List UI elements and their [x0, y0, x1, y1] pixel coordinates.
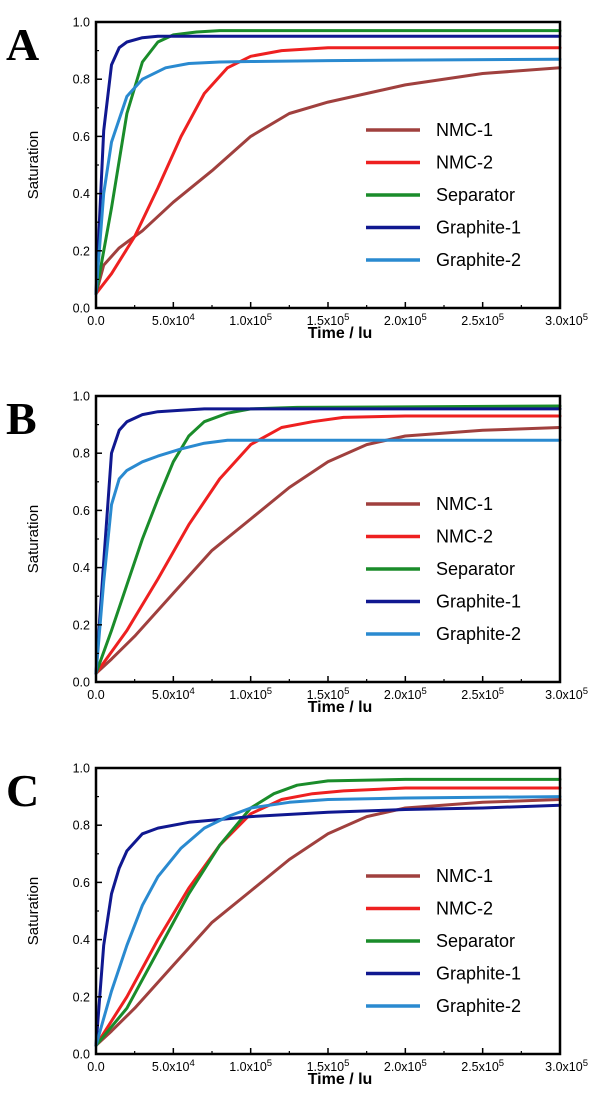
legend-label: Separator: [436, 931, 515, 951]
x-tick-label: 2.5x105: [461, 1058, 504, 1074]
y-tick-label: 0.0: [73, 676, 90, 690]
series-line-nmc-1: [94, 66, 562, 296]
series-line-graphite-1: [94, 803, 562, 1047]
x-tick-label: 2.0x105: [384, 686, 427, 702]
legend-label: NMC-1: [436, 866, 493, 886]
legend-label: Graphite-2: [436, 624, 521, 644]
legend-label: Graphite-2: [436, 996, 521, 1016]
y-tick-label: 0.6: [73, 876, 90, 890]
y-axis-label: Saturation: [25, 877, 42, 945]
chart-panel-a: 0.0 0.2 0.4 0.6 0.8 1.0 0.0 5.0x104 1.0x105 1.5x1…: [6, 16, 588, 343]
legend-label: Separator: [436, 185, 515, 205]
y-tick-label: 1.0: [73, 762, 90, 776]
y-tick-label: 1.0: [73, 16, 90, 30]
panel-label: B: [6, 393, 37, 444]
y-tick-label: 1.0: [73, 390, 90, 404]
x-tick-label: 1.0x105: [229, 1058, 272, 1074]
x-tick-label: 3.0x105: [545, 312, 588, 328]
series-line-nmc-2: [94, 786, 562, 1047]
legend-label: NMC-2: [436, 153, 493, 173]
y-axis-label: Saturation: [25, 505, 42, 573]
legend-label: Graphite-1: [436, 592, 521, 612]
series-line-graphite-1: [94, 34, 562, 296]
x-tick-label: 0.0: [87, 1060, 104, 1074]
chart-panel-c: 0.0 0.2 0.4 0.6 0.8 1.0 0.0 5.0x104 1.0x105 1.5x1…: [6, 762, 588, 1089]
series-line-graphite-2: [94, 438, 562, 675]
x-tick-label: 0.0: [87, 314, 104, 328]
x-tick-label: 0.0: [87, 688, 104, 702]
series-line-graphite-2: [94, 795, 562, 1047]
x-tick-label: 1.5x105: [307, 686, 350, 702]
y-tick-label: 0.8: [73, 73, 90, 87]
y-tick-label: 0.4: [73, 933, 90, 947]
y-tick-label: 0.8: [73, 819, 90, 833]
series-line-graphite-2: [94, 57, 562, 296]
legend-label: Separator: [436, 559, 515, 579]
x-tick-label: 5.0x104: [152, 312, 195, 328]
panel-label: A: [6, 19, 39, 70]
x-tick-label: 5.0x104: [152, 1058, 195, 1074]
x-tick-label: 2.0x105: [384, 1058, 427, 1074]
y-tick-label: 0.6: [73, 130, 90, 144]
legend-label: NMC-1: [436, 120, 493, 140]
series-line-graphite-1: [94, 407, 562, 675]
x-axis-label: Time / lu: [308, 325, 373, 342]
y-tick-label: 0.4: [73, 187, 90, 201]
legend-label: NMC-2: [436, 527, 493, 547]
x-tick-label: 2.5x105: [461, 686, 504, 702]
y-tick-label: 0.0: [73, 1048, 90, 1062]
x-tick-label: 3.0x105: [545, 1058, 588, 1074]
legend-label: NMC-2: [436, 899, 493, 919]
chart-panel-b: 0.0 0.2 0.4 0.6 0.8 1.0 0.0 5.0x104 1.0x105 1.5x1…: [6, 390, 588, 717]
x-tick-label: 3.0x105: [545, 686, 588, 702]
x-tick-label: 1.0x105: [229, 686, 272, 702]
x-tick-label: 2.0x105: [384, 312, 427, 328]
legend-label: Graphite-2: [436, 250, 521, 270]
series-line-nmc-2: [94, 46, 562, 296]
y-tick-label: 0.8: [73, 447, 90, 461]
series-line-nmc-1: [94, 426, 562, 675]
series-line-nmc-2: [94, 414, 562, 675]
x-axis-label: Time / lu: [308, 699, 373, 716]
x-tick-label: 2.5x105: [461, 312, 504, 328]
y-tick-label: 0.0: [73, 302, 90, 316]
x-tick-label: 1.5x105: [307, 312, 350, 328]
y-tick-label: 0.2: [73, 618, 90, 632]
y-axis-label: Saturation: [25, 131, 42, 199]
panel-label: C: [6, 765, 39, 816]
y-tick-label: 0.4: [73, 561, 90, 575]
legend-label: Graphite-1: [436, 964, 521, 984]
y-tick-label: 0.2: [73, 244, 90, 258]
x-tick-label: 5.0x104: [152, 686, 195, 702]
x-axis-label: Time / lu: [308, 1071, 373, 1088]
series-line-nmc-1: [94, 798, 562, 1047]
y-tick-label: 0.6: [73, 504, 90, 518]
legend-label: NMC-1: [436, 494, 493, 514]
legend-label: Graphite-1: [436, 218, 521, 238]
x-tick-label: 1.5x105: [307, 1058, 350, 1074]
y-tick-label: 0.2: [73, 990, 90, 1004]
x-tick-label: 1.0x105: [229, 312, 272, 328]
